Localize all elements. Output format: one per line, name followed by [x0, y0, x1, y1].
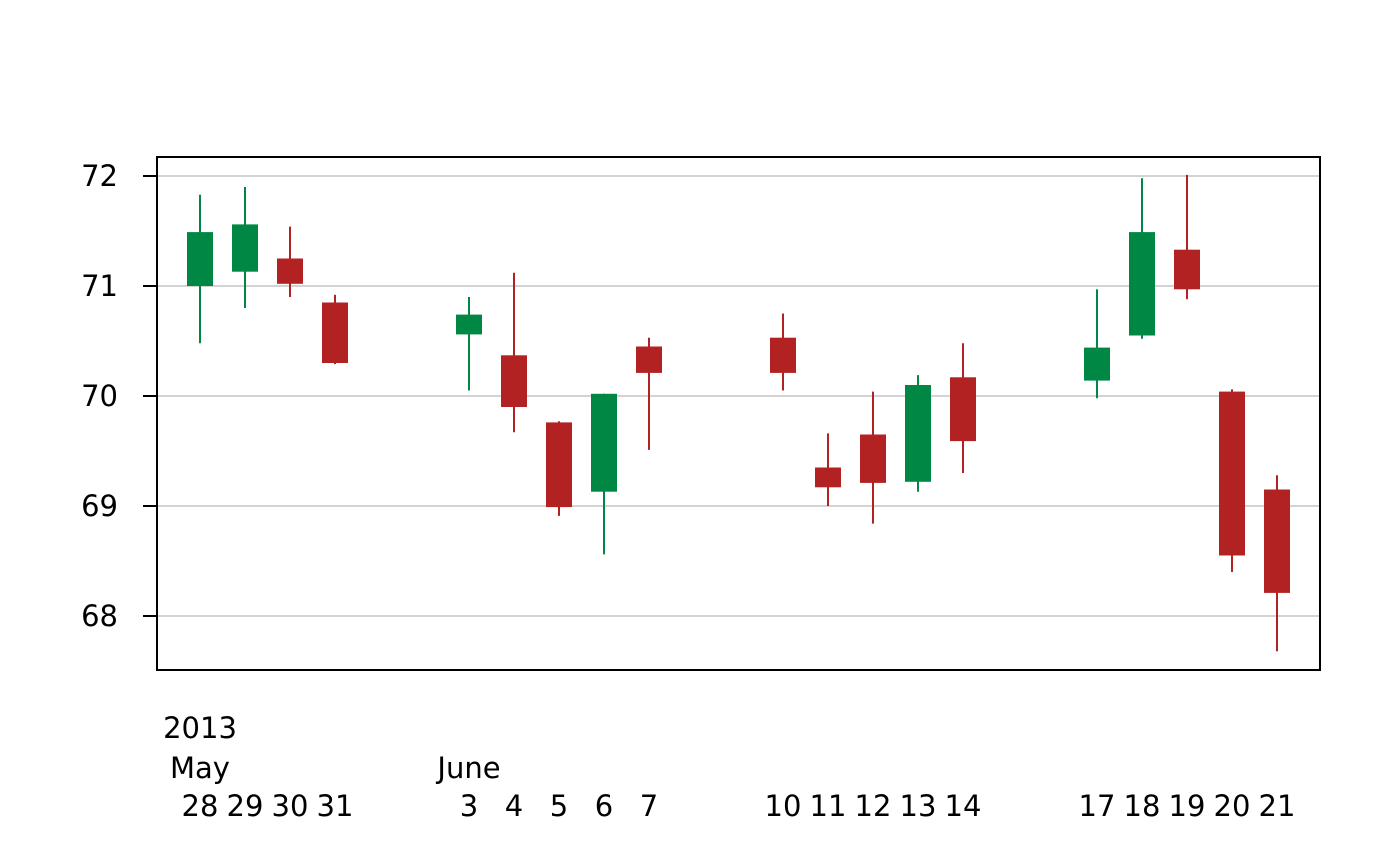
candle	[277, 226, 303, 297]
candle-body	[815, 467, 841, 488]
candle	[232, 187, 258, 308]
candle	[860, 391, 886, 524]
x-day-label: 21	[1259, 789, 1296, 823]
candle	[1174, 174, 1200, 300]
x-day-label: 28	[182, 789, 219, 823]
x-day-label: 20	[1214, 789, 1251, 823]
y-tick-label: 71	[81, 269, 118, 303]
candles	[187, 174, 1290, 652]
candle-body	[1129, 232, 1155, 336]
x-day-label: 29	[227, 789, 264, 823]
candle	[456, 297, 482, 391]
candle-body	[1174, 249, 1200, 290]
x-day-label: 7	[640, 789, 658, 823]
candle-body	[950, 377, 976, 442]
candle	[770, 313, 796, 391]
candle	[950, 343, 976, 473]
candle-body	[456, 314, 482, 335]
candle	[1084, 289, 1110, 399]
candle	[591, 393, 617, 555]
y-tick-label: 70	[81, 379, 118, 413]
y-axis: 68 69 70 71 72	[81, 159, 157, 633]
x-day-label: 17	[1079, 789, 1116, 823]
x-month-label: June	[435, 751, 500, 785]
x-day-label: 13	[900, 789, 937, 823]
x-day-label: 4	[505, 789, 523, 823]
candle	[1264, 475, 1290, 652]
candle	[187, 194, 213, 344]
candle-body	[636, 346, 662, 373]
candle	[815, 433, 841, 506]
y-tick-label: 69	[81, 489, 118, 523]
candle-body	[232, 224, 258, 272]
candle	[322, 294, 348, 365]
x-day-label: 3	[460, 789, 478, 823]
x-day-label: 31	[317, 789, 354, 823]
candle-body	[1219, 391, 1245, 556]
x-month-label: May	[170, 751, 230, 785]
candle-body	[905, 385, 931, 482]
x-day-label: 18	[1124, 789, 1161, 823]
candle-body	[277, 258, 303, 284]
candle-body	[1084, 347, 1110, 381]
candle	[1219, 389, 1245, 572]
x-day-label: 6	[595, 789, 613, 823]
x-day-label: 11	[810, 789, 847, 823]
candle-body	[501, 355, 527, 407]
candle-body	[187, 232, 213, 286]
candle	[501, 272, 527, 433]
candle-body	[546, 422, 572, 508]
x-day-label: 14	[945, 789, 982, 823]
y-tick-label: 68	[81, 599, 118, 633]
candle-body	[770, 337, 796, 373]
y-tick-label: 72	[81, 159, 118, 193]
x-day-label: 5	[550, 789, 568, 823]
candle	[546, 421, 572, 516]
candle-body	[1264, 489, 1290, 593]
x-day-label: 10	[765, 789, 802, 823]
candle	[636, 337, 662, 450]
candle-body	[322, 302, 348, 363]
candle	[1129, 178, 1155, 339]
x-axis-labels: 2013 28 29 30 31 3 4 5 6 7 10 11 12 13 14 17 18 19 20 21 Ma…	[163, 711, 1295, 823]
grid-lines	[157, 175, 1320, 617]
candle-body	[860, 434, 886, 483]
candle-body	[591, 393, 617, 492]
x-day-label: 12	[855, 789, 892, 823]
plot-frame	[156, 156, 1321, 671]
x-day-label: 30	[272, 789, 309, 823]
candle	[905, 375, 931, 492]
x-day-label: 19	[1169, 789, 1206, 823]
x-year-label: 2013	[163, 711, 237, 745]
